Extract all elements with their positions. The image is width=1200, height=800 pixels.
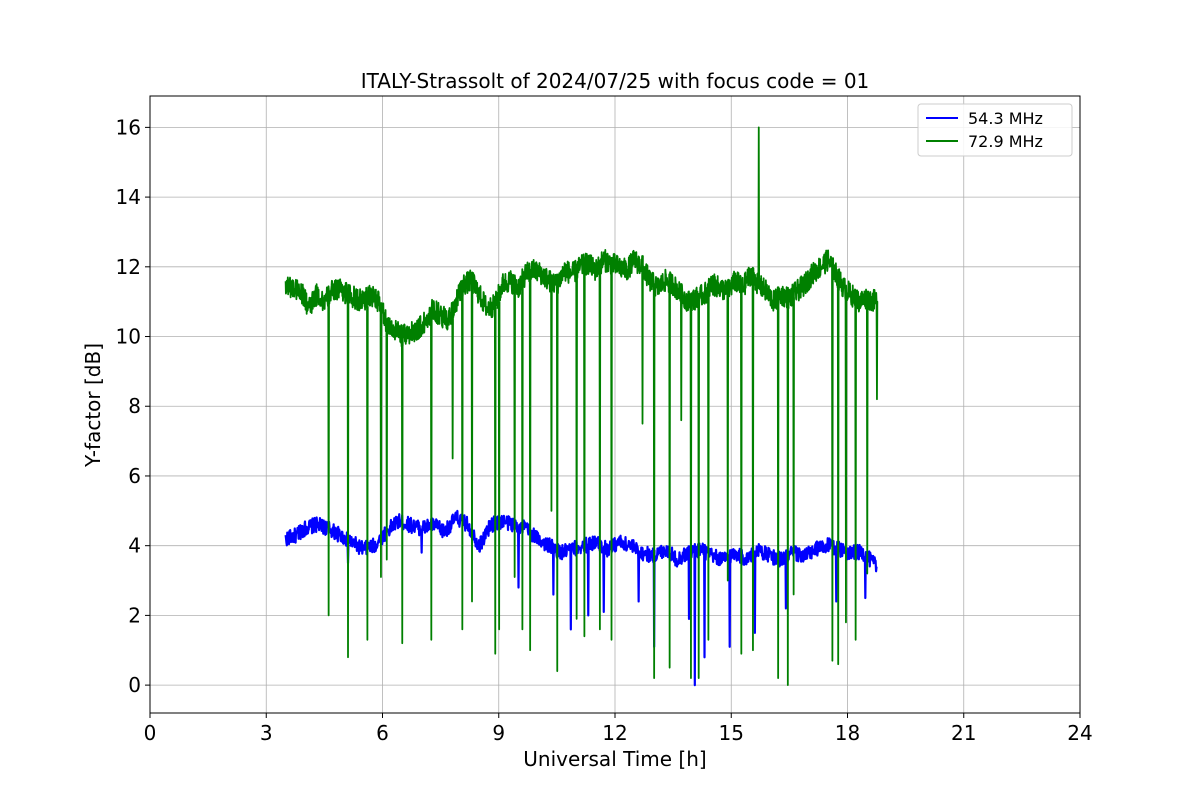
y-tick-label: 10 [116,325,141,349]
x-tick-label: 6 [376,721,389,745]
y-axis-label: Y-factor [dB] [81,343,105,468]
y-tick-label: 14 [116,185,141,209]
x-tick-label: 21 [951,721,976,745]
x-tick-label: 15 [719,721,744,745]
y-tick-label: 4 [128,534,141,558]
y-tick-label: 12 [116,255,141,279]
y-tick-label: 6 [128,464,141,488]
chart-title: ITALY-Strassolt of 2024/07/25 with focus… [361,69,870,93]
series-line-54-3-mhz [284,509,878,687]
x-tick-label: 12 [602,721,627,745]
y-tick-label: 16 [116,115,141,139]
x-tick-label: 9 [492,721,505,745]
chart-legend: 54.3 MHz 72.9 MHz [917,103,1073,157]
x-tick-label: 18 [835,721,860,745]
legend-label: 54.3 MHz [968,109,1043,128]
x-tick-label: 3 [260,721,273,745]
x-tick-label: 0 [144,721,157,745]
y-tick-label: 0 [128,673,141,697]
x-axis-label: Universal Time [h] [523,747,706,771]
x-tick-label: 24 [1067,721,1092,745]
plot-area [284,126,879,687]
series-line-72-9-mhz [284,126,879,687]
y-tick-label: 8 [128,394,141,418]
y-tick-label: 2 [128,603,141,627]
legend-label: 72.9 MHz [968,132,1043,151]
